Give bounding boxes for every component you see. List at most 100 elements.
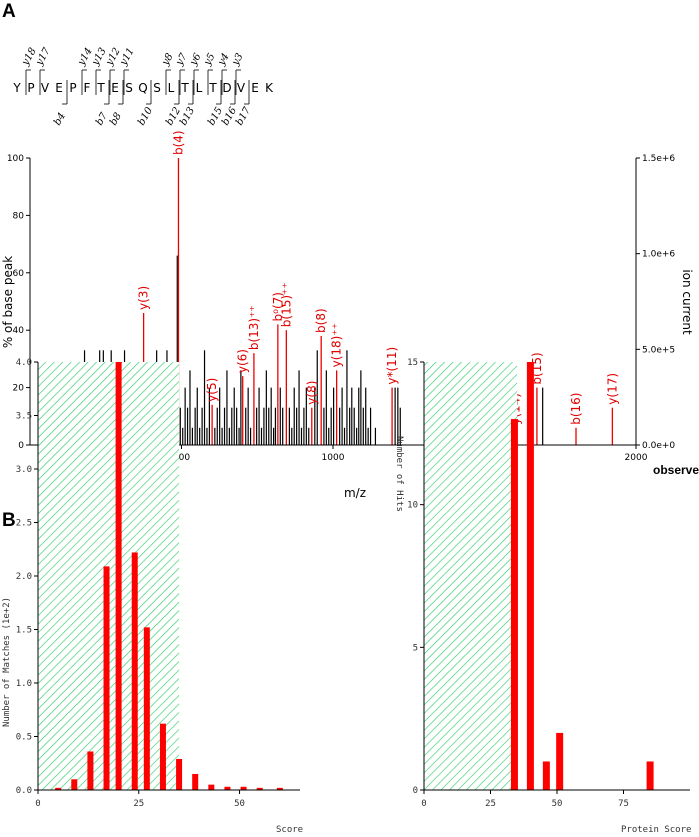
histogram-bar [256,787,263,790]
y-fragment-label: y7 [174,51,190,68]
hist-y-tick-label: 4.0 [16,358,32,368]
sequence-residue: S [153,81,161,95]
hist2-y-axis-label: Number of Hits [394,436,404,512]
hist-y-tick-label: 2.5 [16,519,32,529]
hist-x-tick-label: 75 [618,799,629,809]
peak-annotation: b(15)⁺⁺ [279,282,293,327]
histogram-bar [176,758,183,790]
sequence-residue: E [55,81,63,95]
b-fragment-label: b4 [52,111,68,128]
histogram-bar [192,773,199,790]
peak-annotation: y*(11) [385,347,399,385]
panel-label-a: A [2,1,16,22]
histogram-bar [55,787,62,790]
histogram-bar [224,786,231,790]
y-fragment-label: y8 [160,52,176,69]
sequence-residue: P [27,81,34,95]
spectrum-y2-tick-label: 0.0e+0 [642,441,675,451]
sequence-residue: T [180,81,189,95]
histogram-bar [159,723,166,790]
sequence-residue: V [41,81,50,95]
y-fragment-label: y5 [202,52,218,69]
sequence-residue: Y [12,81,21,95]
y-fragment-label: y11 [118,46,137,68]
spectrum-y-tick-label: 40 [13,326,25,336]
peak-annotation: b⁰(7) [271,292,285,321]
hist-x-tick-label: 50 [552,799,563,809]
histogram-bar [87,751,94,790]
spectrum-y2-tick-label: 5.0e+5 [642,345,675,355]
b-fragment-label: b13 [178,105,197,127]
observed-label: observed [653,463,699,477]
sequence-residue: E [111,81,119,95]
sequence-residue: L [196,81,203,95]
sequence-residue: L [168,81,175,95]
peak-annotation: b(13)⁺⁺ [247,305,261,350]
hist-y-tick-label: 0.0 [16,786,32,796]
spectrum-x-tick-label: 2000 [625,453,648,463]
b-fragment-label: b10 [136,105,155,128]
hist-x-tick-label: 25 [485,799,496,809]
hist1-x-axis-label: Score [276,825,303,835]
y-fragment-label: y6 [188,51,204,68]
peak-annotation: y(18)⁺⁺ [330,323,344,367]
spectrum-y-tick-label: 60 [13,269,25,279]
histogram-bar [71,779,78,790]
sequence-residue: P [69,81,76,95]
spectrum-y-tick-label: 100 [7,154,24,164]
hist-y-tick-label: 15 [407,358,418,368]
sequence-residue: K [265,81,274,95]
spectrum-y-tick-label: 0 [18,441,24,451]
spectrum-y2-axis-label: ion current [680,269,694,335]
b-fragment-label: b7 [94,110,110,127]
y-fragment-label: y4 [216,52,232,69]
peak-annotation: y(8) [305,381,319,405]
histogram-bar [103,566,110,790]
spectrum-y-axis-label: % of base peak [1,256,15,348]
sequence-residue: D [222,81,231,95]
peak-annotation: y(5) [205,378,219,402]
protein-score-histogram: 0 5 10 15 0 25 50 75 [407,358,690,809]
hist-y-tick-label: 10 [407,501,418,511]
spectrum-y2-tick-label: 1.0e+6 [642,250,675,260]
hist-x-tick-label: 50 [234,799,245,809]
hist-y-tick-label: 3.5 [16,412,32,422]
histogram-bar [510,419,518,790]
hist-y-tick-label: 0.5 [16,733,32,743]
histogram-bar [240,786,247,790]
panel-label-b: B [2,510,16,531]
shaded-region [424,362,518,790]
hist2-x-axis-label: Protein Score [621,825,691,835]
spectrum-x-tick-label: 500 [173,453,190,463]
spectrum-y2-tick-label: 1.5e+6 [642,154,675,164]
histogram-bar [646,761,654,790]
peak-annotation: y(17) [605,373,619,405]
hist-x-tick-label: 0 [421,799,426,809]
hist-x-tick-label: 0 [35,799,40,809]
sequence-residue: F [84,81,91,95]
sequence-residue: T [208,81,217,95]
hist-y-tick-label: 1.0 [16,679,32,689]
y-fragment-label: y17 [34,46,54,69]
histogram-bar [526,362,534,790]
sequence-residue: Q [138,81,147,95]
histogram-bar [131,552,138,790]
histogram-bar [143,627,150,790]
y-fragment-label: y3 [230,52,246,69]
histogram-bar [276,787,283,790]
peak-annotation: y(6) [236,349,250,373]
hist-x-tick-label: 25 [133,799,144,809]
sequence-residue: V [237,81,246,95]
hist-y-tick-label: 3.0 [16,465,32,475]
hist-y-tick-label: 0 [413,786,418,796]
peak-annotation: b(8) [314,308,328,333]
spectrum-x-tick-label: 1000 [322,453,345,463]
peak-annotation: b(4) [171,130,185,155]
sequence-residue: E [251,81,259,95]
peak-annotation: b(16) [569,393,583,425]
spectrum-x-axis-label: m/z [344,486,366,500]
b-fragment-label: b17 [234,105,253,128]
sequence-residue: S [125,81,133,95]
histogram-bar [115,362,122,790]
